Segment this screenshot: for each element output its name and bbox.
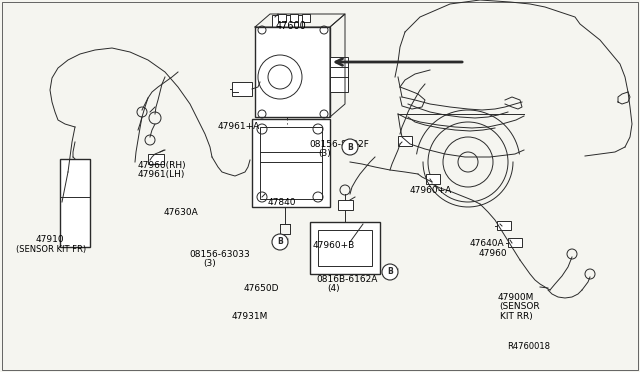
Text: 47960: 47960 — [479, 249, 508, 258]
Circle shape — [382, 264, 398, 280]
Circle shape — [342, 139, 358, 155]
Bar — [232, 82, 252, 96]
Bar — [497, 221, 511, 230]
Text: (3): (3) — [319, 149, 332, 158]
Text: B: B — [277, 237, 283, 247]
Text: (4): (4) — [328, 284, 340, 293]
Text: 08156-63033: 08156-63033 — [189, 250, 250, 259]
Circle shape — [272, 234, 288, 250]
Bar — [252, 119, 330, 207]
Text: R4760018: R4760018 — [507, 342, 550, 351]
Bar — [255, 27, 330, 117]
Bar — [398, 136, 412, 146]
Text: 47910: 47910 — [35, 235, 64, 244]
Text: 47961(LH): 47961(LH) — [138, 170, 185, 179]
Bar — [278, 14, 286, 22]
Bar — [148, 154, 164, 164]
Text: 47600: 47600 — [275, 21, 306, 31]
Bar — [318, 230, 372, 266]
Bar — [310, 222, 380, 274]
Text: 47640A: 47640A — [470, 239, 504, 248]
Text: 47900M: 47900M — [498, 293, 534, 302]
Text: B: B — [347, 142, 353, 151]
Bar — [330, 57, 348, 92]
Text: 47840: 47840 — [268, 198, 296, 207]
Bar — [60, 159, 90, 247]
Bar — [272, 15, 302, 27]
Text: 47960+B: 47960+B — [312, 241, 355, 250]
Text: 0816B-6162A: 0816B-6162A — [316, 275, 378, 284]
Text: KIT RR): KIT RR) — [500, 312, 533, 321]
Text: (SENSOR: (SENSOR — [499, 302, 540, 311]
Text: 47630A: 47630A — [163, 208, 198, 217]
Bar — [338, 200, 353, 210]
Text: 47650D: 47650D — [243, 284, 278, 293]
Text: (3): (3) — [204, 259, 216, 268]
Text: B: B — [387, 267, 393, 276]
Text: 47960(RH): 47960(RH) — [138, 161, 186, 170]
Bar — [260, 127, 322, 199]
Text: 47931M: 47931M — [232, 312, 268, 321]
Text: 47961+A: 47961+A — [218, 122, 260, 131]
Text: 08156-8202F: 08156-8202F — [309, 140, 369, 149]
Bar — [290, 14, 298, 22]
Text: (SENSOR KIT FR): (SENSOR KIT FR) — [16, 245, 86, 254]
Bar — [508, 238, 522, 247]
Bar — [426, 174, 440, 184]
Text: 47960+A: 47960+A — [410, 186, 452, 195]
Bar — [302, 14, 310, 22]
